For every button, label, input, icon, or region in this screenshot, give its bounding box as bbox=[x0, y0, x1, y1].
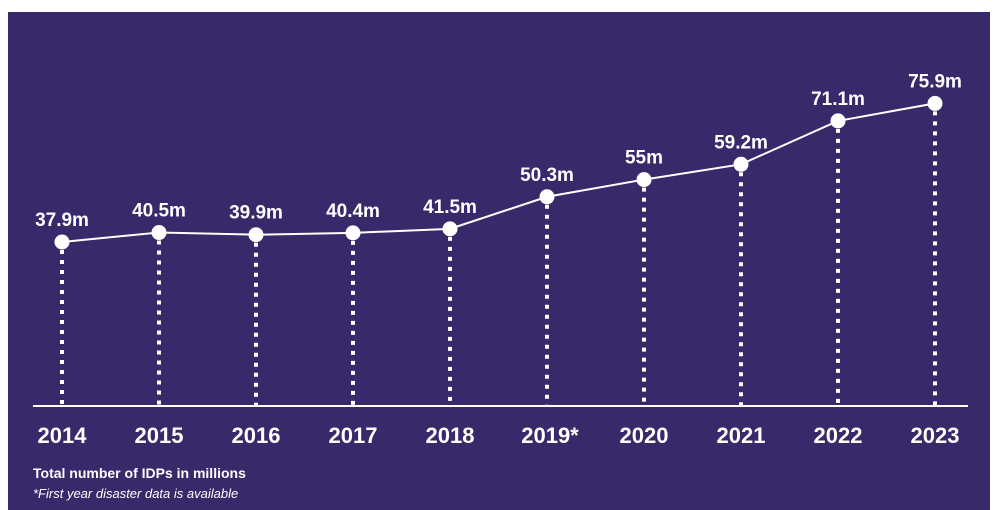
x-tick-label: 2014 bbox=[38, 423, 88, 448]
data-label: 71.1m bbox=[811, 89, 865, 110]
data-label: 55m bbox=[625, 148, 663, 169]
data-label: 75.9m bbox=[908, 71, 962, 92]
data-label: 40.5m bbox=[132, 201, 186, 222]
data-point bbox=[248, 227, 264, 243]
chart-panel bbox=[8, 12, 990, 510]
data-point bbox=[151, 225, 167, 241]
data-point bbox=[927, 95, 943, 111]
data-point bbox=[733, 156, 749, 172]
x-tick-label: 2018 bbox=[426, 423, 475, 448]
data-label: 50.3m bbox=[520, 165, 574, 186]
data-point bbox=[54, 234, 70, 250]
data-point bbox=[830, 113, 846, 129]
data-label: 39.9m bbox=[229, 203, 283, 224]
data-label: 37.9m bbox=[35, 210, 89, 231]
data-point bbox=[636, 172, 652, 188]
data-label: 41.5m bbox=[423, 197, 477, 218]
data-label: 59.2m bbox=[714, 132, 768, 153]
x-tick-label: 2023 bbox=[911, 423, 960, 448]
data-point bbox=[539, 189, 555, 205]
chart-footnote: *First year disaster data is available bbox=[33, 486, 239, 501]
x-tick-label: 2017 bbox=[329, 423, 378, 448]
x-tick-label: 2019* bbox=[521, 423, 579, 448]
x-tick-label: 2022 bbox=[814, 423, 863, 448]
x-tick-label: 2015 bbox=[135, 423, 184, 448]
x-tick-label: 2020 bbox=[620, 423, 669, 448]
data-label: 40.4m bbox=[326, 201, 380, 222]
chart-caption: Total number of IDPs in millions bbox=[33, 465, 246, 481]
x-tick-label: 2021 bbox=[717, 423, 766, 448]
data-point bbox=[442, 221, 458, 237]
data-point bbox=[345, 225, 361, 241]
x-tick-label: 2016 bbox=[232, 423, 281, 448]
series-line bbox=[61, 102, 936, 243]
